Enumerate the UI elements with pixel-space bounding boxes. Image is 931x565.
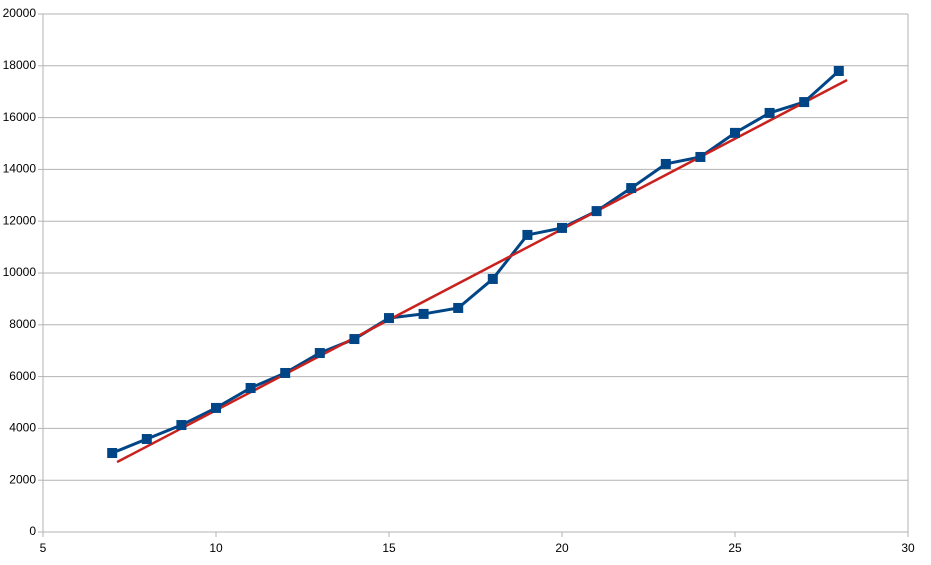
marker: [487, 273, 498, 284]
marker: [591, 206, 602, 217]
marker: [730, 127, 740, 138]
series-line: [111, 69, 840, 455]
y-tick-label: 20000: [3, 6, 37, 20]
x-tick-label: 30: [901, 541, 915, 555]
marker: [695, 151, 706, 162]
marker: [314, 348, 325, 359]
marker: [245, 382, 256, 393]
y-tick-label: 8000: [9, 317, 36, 331]
marker: [799, 97, 810, 108]
x-tick-label: 15: [382, 541, 396, 555]
trend-line: [116, 78, 848, 464]
y-tick-label: 14000: [3, 162, 37, 176]
marker: [626, 183, 637, 194]
y-tick-label: 10000: [3, 265, 37, 279]
marker: [384, 313, 394, 324]
marker: [176, 420, 187, 431]
x-tick-label: 5: [40, 541, 47, 555]
y-tick-label: 4000: [9, 421, 36, 435]
y-tick-label: 12000: [3, 213, 37, 227]
marker: [107, 448, 118, 459]
marker: [349, 334, 360, 345]
marker: [141, 434, 152, 445]
x-tick-label: 10: [209, 541, 223, 555]
y-tick-label: 2000: [9, 472, 36, 486]
marker: [764, 107, 775, 118]
x-tick-label: 20: [555, 541, 569, 555]
marker: [833, 65, 844, 76]
marker: [522, 229, 533, 240]
x-tick-label: 25: [728, 541, 742, 555]
y-tick-label: 18000: [3, 58, 37, 72]
marker: [660, 158, 671, 169]
y-tick-label: 6000: [9, 369, 36, 383]
y-tick-label: 16000: [3, 110, 37, 124]
marker: [211, 402, 221, 413]
marker: [557, 222, 567, 233]
marker: [418, 308, 429, 319]
marker: [280, 367, 291, 378]
y-tick-label: 0: [29, 524, 36, 538]
marker: [453, 302, 464, 313]
